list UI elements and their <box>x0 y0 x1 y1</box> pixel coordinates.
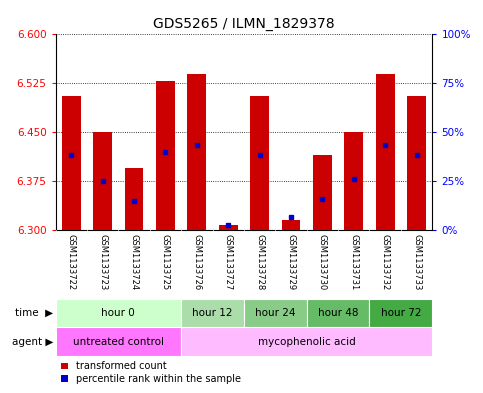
Text: GSM1133729: GSM1133729 <box>286 234 296 290</box>
Bar <box>219 225 238 230</box>
Bar <box>93 132 112 230</box>
Text: GSM1133731: GSM1133731 <box>349 234 358 290</box>
Text: hour 24: hour 24 <box>255 308 296 318</box>
Text: GSM1133733: GSM1133733 <box>412 234 421 290</box>
Bar <box>250 96 269 230</box>
Legend: transformed count, percentile rank within the sample: transformed count, percentile rank withi… <box>60 360 242 385</box>
Bar <box>56 299 181 327</box>
Bar <box>62 96 81 230</box>
Text: GSM1133728: GSM1133728 <box>255 234 264 290</box>
Bar <box>369 299 432 327</box>
Text: hour 48: hour 48 <box>318 308 358 318</box>
Text: mycophenolic acid: mycophenolic acid <box>258 336 355 347</box>
Bar <box>187 74 206 230</box>
Text: hour 72: hour 72 <box>381 308 421 318</box>
Bar <box>407 96 426 230</box>
Bar <box>282 220 300 230</box>
Text: GSM1133725: GSM1133725 <box>161 234 170 290</box>
Bar <box>156 81 175 230</box>
Text: GSM1133732: GSM1133732 <box>381 234 390 290</box>
Text: GSM1133722: GSM1133722 <box>67 234 76 290</box>
Bar <box>344 132 363 230</box>
Text: agent ▶: agent ▶ <box>12 336 53 347</box>
Bar <box>313 155 332 230</box>
Title: GDS5265 / ILMN_1829378: GDS5265 / ILMN_1829378 <box>153 17 335 31</box>
Bar <box>125 168 143 230</box>
Bar <box>181 327 432 356</box>
Text: GSM1133726: GSM1133726 <box>192 234 201 290</box>
Bar <box>181 299 244 327</box>
Bar <box>376 74 395 230</box>
Bar <box>307 299 369 327</box>
Text: GSM1133727: GSM1133727 <box>224 234 233 290</box>
Text: GSM1133723: GSM1133723 <box>98 234 107 290</box>
Text: hour 12: hour 12 <box>192 308 233 318</box>
Text: untreated control: untreated control <box>73 336 164 347</box>
Text: GSM1133724: GSM1133724 <box>129 234 139 290</box>
Text: hour 0: hour 0 <box>101 308 135 318</box>
Text: time  ▶: time ▶ <box>15 308 53 318</box>
Bar <box>244 299 307 327</box>
Text: GSM1133730: GSM1133730 <box>318 234 327 290</box>
Bar <box>56 327 181 356</box>
